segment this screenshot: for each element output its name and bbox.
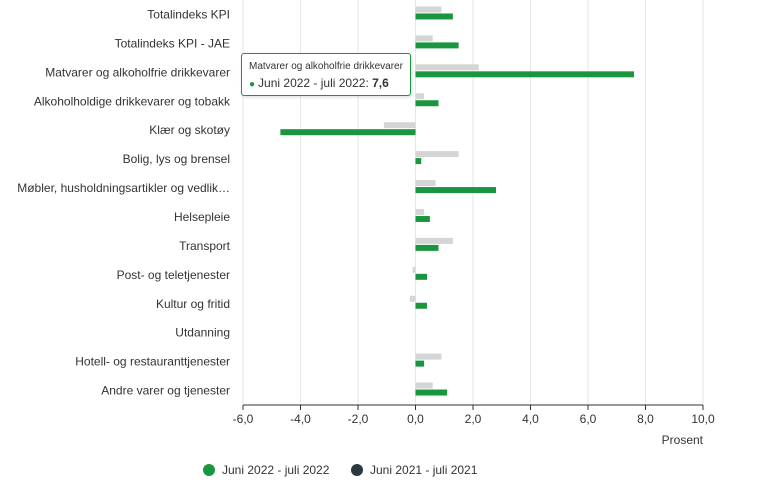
bar-current[interactable]	[415, 158, 422, 165]
bar-current[interactable]	[415, 13, 453, 20]
bar-current[interactable]	[415, 71, 635, 78]
x-tick-label: 2,0	[465, 412, 482, 426]
bar-previous[interactable]	[409, 295, 416, 302]
bar-previous[interactable]	[412, 266, 416, 273]
x-tick-label: -2,0	[348, 412, 369, 426]
category-label: Bolig, lys og brensel	[123, 152, 230, 166]
tooltip: Matvarer og alkoholfrie drikkevarer ● Jun…	[241, 53, 411, 96]
tooltip-series: Juni 2022 - juli 2022:	[258, 76, 373, 90]
bar-previous[interactable]	[415, 35, 433, 42]
bar-previous[interactable]	[415, 353, 442, 360]
x-tick-label: 0,0	[407, 412, 424, 426]
bar-current[interactable]	[415, 273, 428, 280]
category-label: Andre varer og tjenester	[101, 384, 230, 398]
category-label: Totalindeks KPI	[147, 7, 230, 21]
category-label: Alkoholholdige drikkevarer og tobakk	[34, 94, 231, 108]
category-label: Matvarer og alkoholfrie drikkevarer	[45, 65, 230, 79]
bar-current[interactable]	[415, 215, 430, 222]
legend-marker[interactable]	[351, 464, 363, 476]
category-labels: Totalindeks KPI Totalindeks KPI - JAE Matv…	[17, 7, 231, 397]
category-label: Møbler, husholdningsartikler og vedlik…	[17, 181, 230, 195]
legend[interactable]: Juni 2022 - juli 2022 Juni 2021 - juli 20…	[203, 463, 478, 477]
legend-item-label[interactable]: Juni 2022 - juli 2022	[222, 463, 330, 477]
x-axis-title: Prosent	[662, 433, 704, 447]
bar-previous[interactable]	[415, 237, 453, 244]
bar-current[interactable]	[415, 360, 425, 367]
bar-current[interactable]	[415, 302, 428, 309]
bar-current[interactable]	[415, 187, 497, 194]
category-label: Helsepleie	[174, 210, 230, 224]
category-label: Klær og skotøy	[149, 123, 230, 137]
x-tick-label: 10,0	[691, 412, 715, 426]
bars	[280, 6, 635, 396]
tooltip-row: ● Juni 2022 - juli 2022: 7,6	[249, 76, 402, 90]
category-label: Transport	[179, 239, 231, 253]
bar-current[interactable]	[415, 100, 439, 107]
bar-current[interactable]	[415, 389, 448, 396]
bar-previous[interactable]	[415, 93, 425, 100]
bar-previous[interactable]	[415, 208, 425, 215]
category-label: Kultur og fritid	[156, 297, 230, 311]
bar-current[interactable]	[415, 244, 439, 251]
x-tick-label: -6,0	[233, 412, 254, 426]
bar-previous[interactable]	[415, 151, 459, 158]
tooltip-dot-icon: ●	[249, 79, 256, 90]
bar-previous[interactable]	[415, 6, 442, 13]
legend-item-label[interactable]: Juni 2021 - juli 2021	[370, 463, 478, 477]
bar-previous[interactable]	[415, 180, 436, 187]
x-tick-label: 4,0	[522, 412, 539, 426]
x-axis: -6,0 -4,0 -2,0 0,0 2,0 4,0 6,0 8,0 10,0	[233, 404, 715, 426]
category-label: Utdanning	[175, 326, 230, 340]
category-label: Totalindeks KPI - JAE	[115, 36, 230, 50]
x-tick-label: 8,0	[637, 412, 654, 426]
category-label: Hotell- og restauranttjenester	[75, 355, 230, 369]
tooltip-value: 7,6	[372, 76, 389, 90]
bar-previous[interactable]	[415, 64, 479, 71]
bar-current[interactable]	[280, 129, 416, 136]
x-tick-label: -4,0	[290, 412, 311, 426]
bar-previous[interactable]	[383, 122, 416, 129]
legend-marker[interactable]	[203, 464, 215, 476]
tooltip-category: Matvarer og alkoholfrie drikkevarer	[249, 61, 403, 72]
bar-previous[interactable]	[415, 382, 433, 389]
x-tick-label: 6,0	[580, 412, 597, 426]
category-label: Post- og teletjenester	[117, 268, 230, 282]
bar-current[interactable]	[415, 42, 459, 49]
